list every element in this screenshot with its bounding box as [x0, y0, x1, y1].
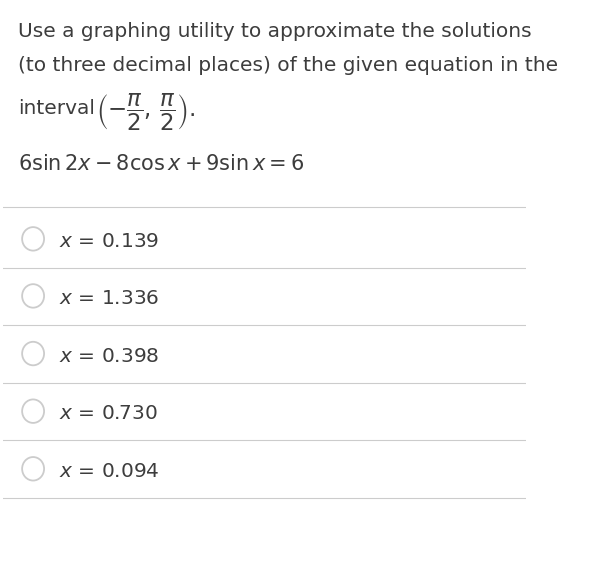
Text: $\left(-\dfrac{\pi}{2},\,\dfrac{\pi}{2}\right).$: $\left(-\dfrac{\pi}{2},\,\dfrac{\pi}{2}\…	[96, 92, 195, 133]
Text: interval: interval	[18, 99, 95, 118]
Text: (to three decimal places) of the given equation in the: (to three decimal places) of the given e…	[18, 56, 559, 75]
Text: $x$ = 0.094: $x$ = 0.094	[59, 462, 160, 481]
Text: $x$ = 0.730: $x$ = 0.730	[59, 405, 158, 423]
Text: $x$ = 0.139: $x$ = 0.139	[59, 232, 160, 251]
Text: $6\sin 2x - 8\cos x + 9\sin x = 6$: $6\sin 2x - 8\cos x + 9\sin x = 6$	[18, 154, 304, 174]
Text: $x$ = 0.398: $x$ = 0.398	[59, 347, 160, 366]
Text: $x$ = 1.336: $x$ = 1.336	[59, 289, 160, 308]
Text: Use a graphing utility to approximate the solutions: Use a graphing utility to approximate th…	[18, 23, 532, 41]
